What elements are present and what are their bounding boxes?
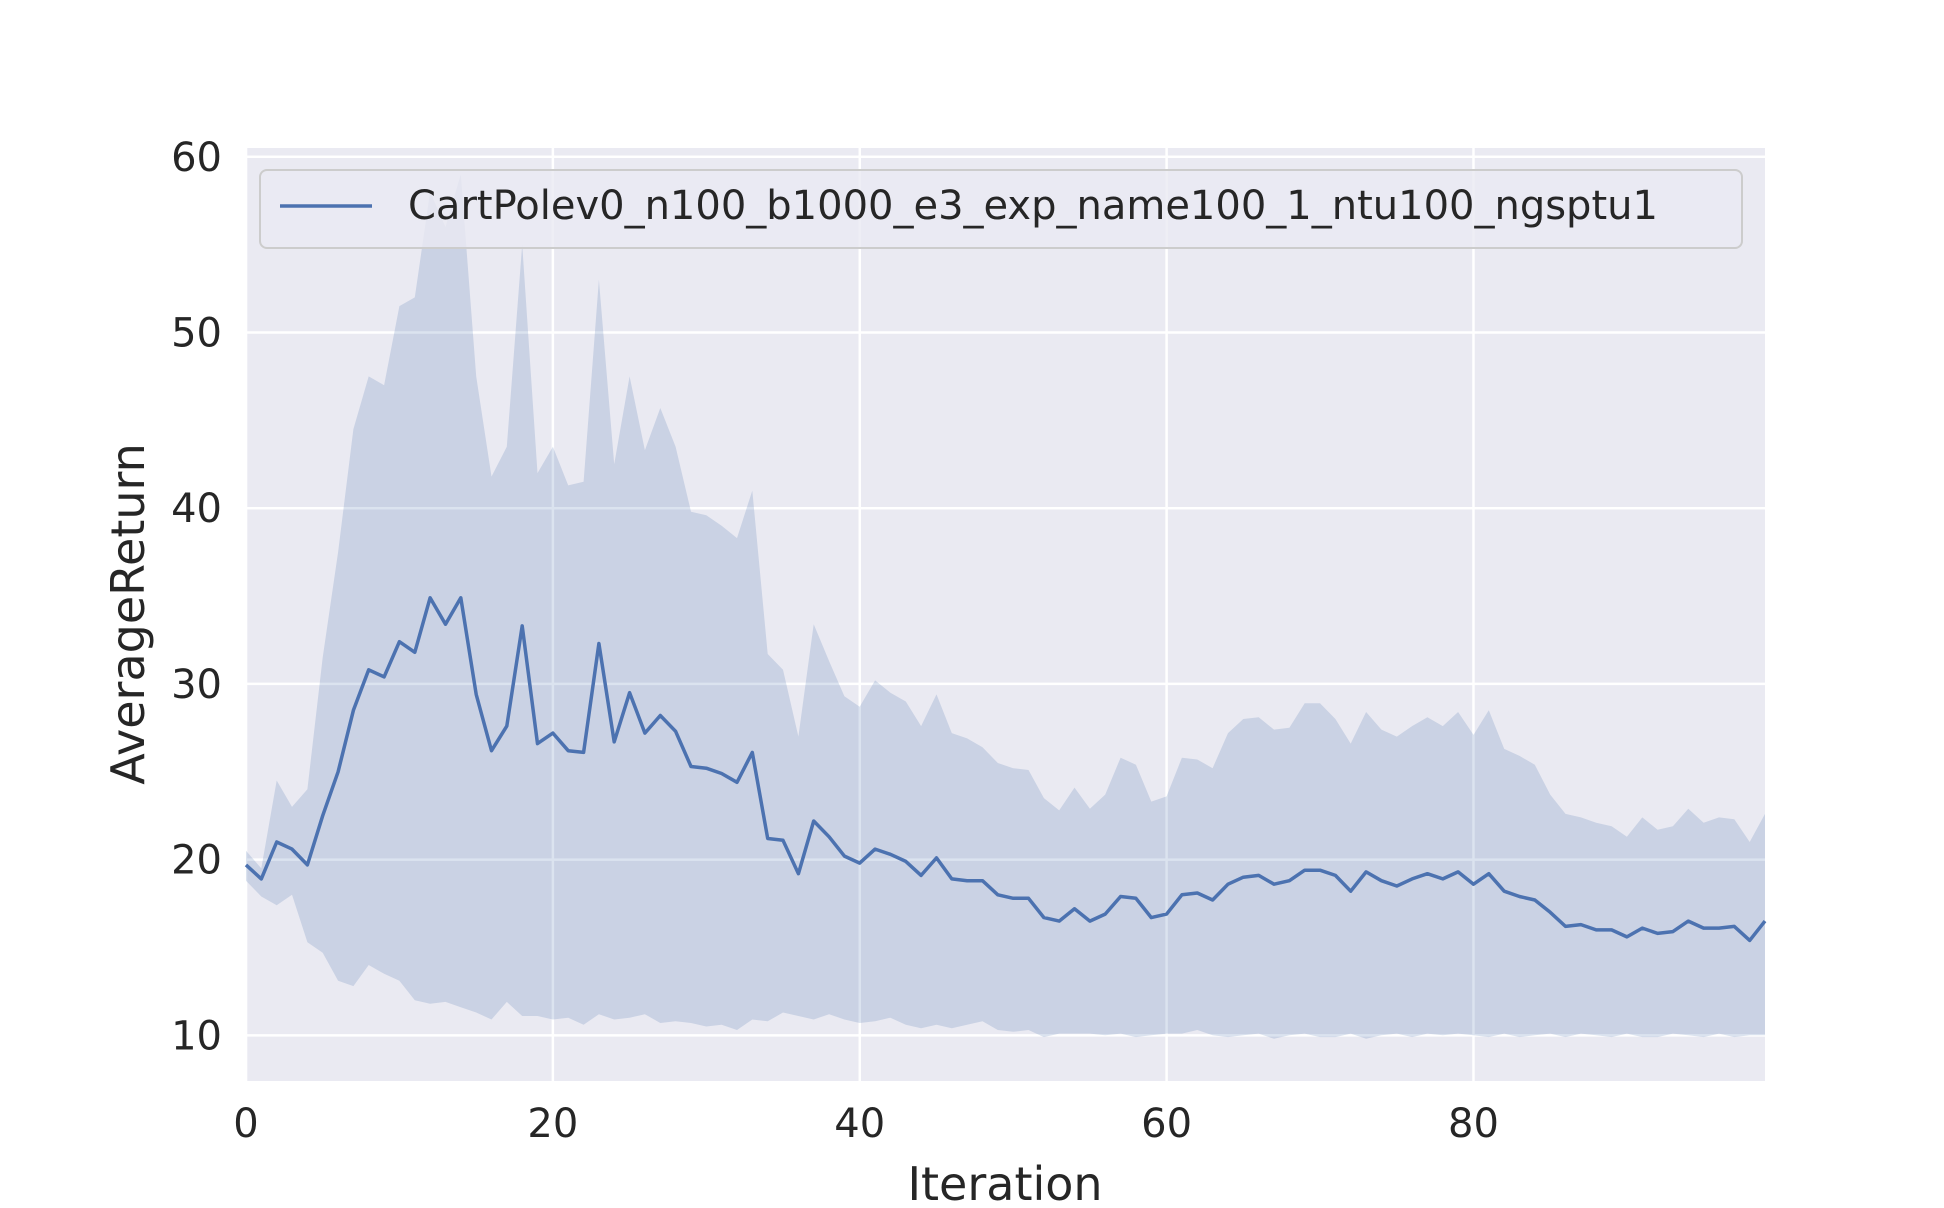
y-tick-label: 50: [171, 310, 222, 356]
y-tick-label: 60: [171, 135, 222, 181]
x-tick-label: 40: [834, 1101, 885, 1147]
y-tick-label: 20: [171, 838, 222, 884]
confidence-band: [246, 174, 1765, 1039]
y-tick-label: 40: [171, 486, 222, 532]
x-tick-label: 20: [527, 1101, 578, 1147]
y-tick-label: 10: [171, 1013, 222, 1059]
x-axis-ticks: 0 20 40 60 80: [233, 1101, 1499, 1147]
legend-box: [259, 169, 1743, 249]
series-line: [244, 596, 1767, 943]
x-tick-label: 0: [233, 1101, 258, 1147]
grid: [244, 148, 1765, 1081]
plot-background: [246, 148, 1765, 1081]
y-axis-ticks: 10 20 30 40 50 60: [171, 135, 222, 1060]
legend: CartPolev0_n100_b1000_e3_exp_name100_1_n…: [259, 169, 1743, 249]
x-tick-label: 60: [1141, 1101, 1192, 1147]
x-tick-label: 80: [1448, 1101, 1499, 1147]
y-axis-label: AverageReturn: [101, 443, 155, 785]
legend-label: CartPolev0_n100_b1000_e3_exp_name100_1_n…: [408, 183, 1658, 229]
y-tick-label: 30: [171, 662, 222, 708]
x-axis-label: Iteration: [907, 1157, 1102, 1208]
